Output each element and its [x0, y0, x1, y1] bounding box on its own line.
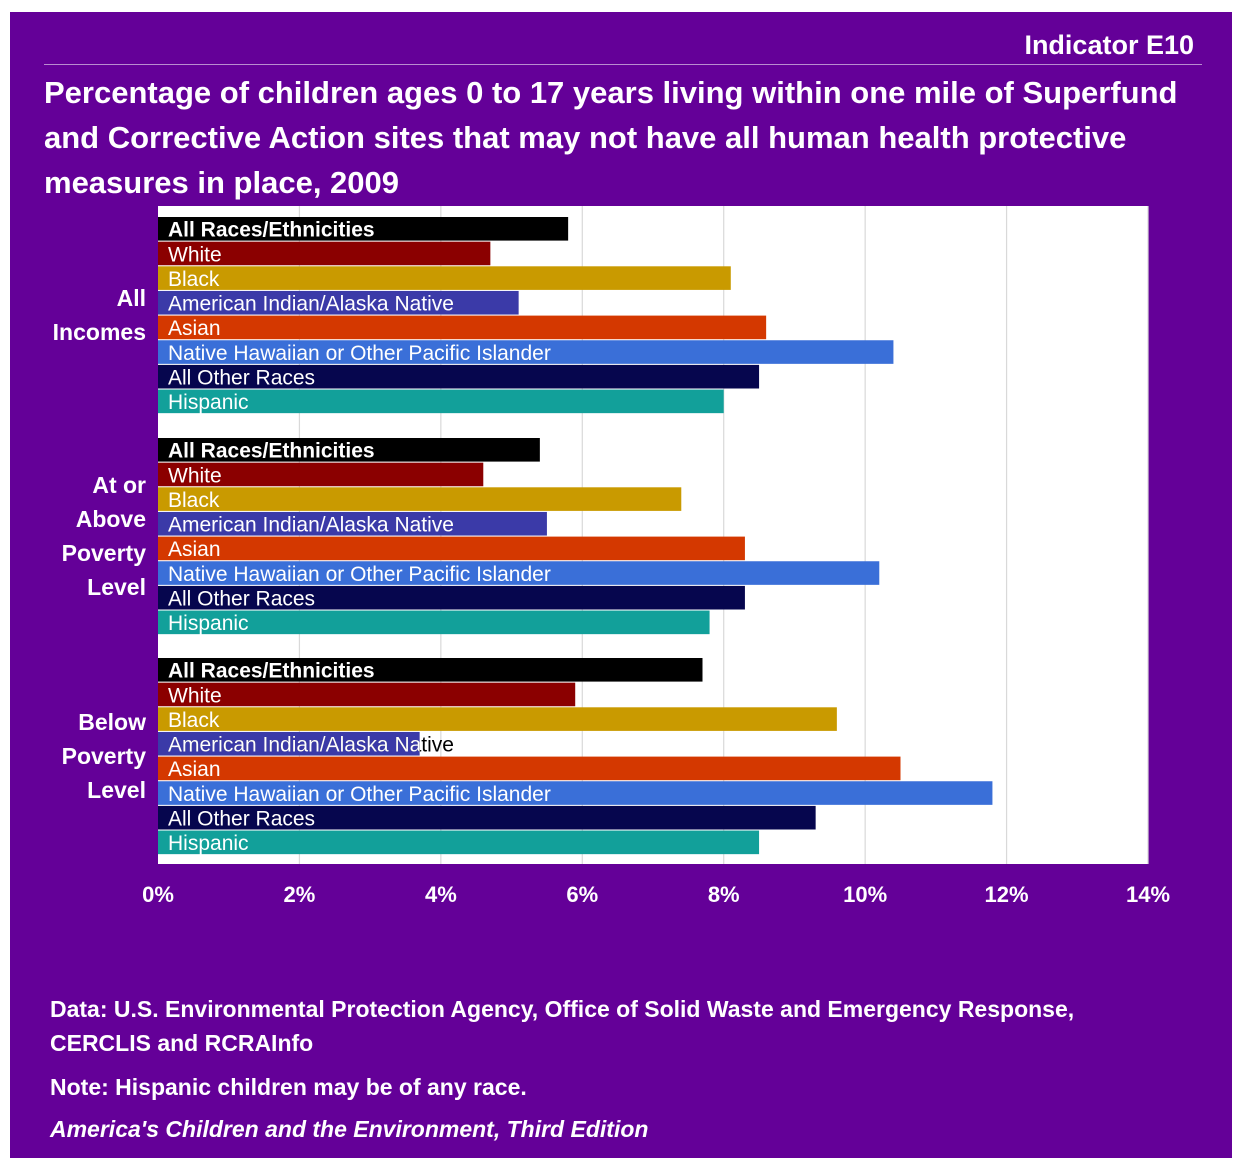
- bar-label: Hispanic: [168, 832, 249, 855]
- bar: [158, 290, 519, 315]
- bar: [158, 241, 491, 266]
- edition-credit: America's Children and the Environment, …: [50, 1116, 649, 1142]
- header-divider: [44, 64, 1202, 65]
- bar-label: All Races/Ethnicities: [168, 219, 375, 242]
- bar: [158, 610, 710, 635]
- bar: [158, 315, 767, 340]
- bar: [158, 340, 894, 364]
- x-tick-label: 0%: [142, 882, 174, 907]
- chart-title: Percentage of children ages 0 to 17 year…: [44, 75, 1178, 200]
- group-label: Poverty: [62, 743, 147, 769]
- group-label: All: [117, 285, 146, 311]
- bar: [158, 364, 760, 389]
- x-tick-label: 8%: [708, 882, 740, 907]
- bar-label: All Races/Ethnicities: [168, 660, 375, 683]
- data-source: Data: U.S. Environmental Protection Agen…: [50, 996, 1075, 1056]
- group-label: Poverty: [62, 540, 147, 566]
- bar-label: Asian: [168, 758, 221, 781]
- bar-label: Black: [168, 268, 220, 291]
- group-label: Incomes: [53, 319, 146, 345]
- bar-label: Native Hawaiian or Other Pacific Islande…: [168, 563, 551, 586]
- bar: [158, 756, 901, 781]
- bar: [158, 536, 745, 561]
- bar-label: American Indian/Alaska Native: [168, 734, 454, 757]
- x-tick-label: 10%: [843, 882, 887, 907]
- bar-label: All Races/Ethnicities: [168, 440, 375, 463]
- bar-label: White: [168, 243, 222, 266]
- bar: [158, 561, 880, 585]
- bar: [158, 682, 576, 707]
- group-label: Level: [87, 574, 146, 600]
- bar-label: White: [168, 464, 222, 487]
- bar: [158, 438, 540, 462]
- bar-label: American Indian/Alaska Native: [168, 293, 454, 316]
- x-tick-label: 4%: [425, 882, 457, 907]
- bar: [158, 462, 484, 487]
- bar: [158, 781, 993, 805]
- bar: [158, 731, 420, 756]
- bar: [158, 830, 760, 855]
- bar-label: Native Hawaiian or Other Pacific Islande…: [168, 342, 551, 365]
- bar: [158, 707, 837, 731]
- indicator-label: Indicator E10: [1024, 30, 1194, 60]
- bar: [158, 217, 569, 241]
- bar: [158, 585, 745, 610]
- bar: [158, 511, 547, 536]
- x-tick-label: 14%: [1126, 882, 1170, 907]
- x-tick-label: 12%: [985, 882, 1029, 907]
- group-label: Below: [78, 709, 146, 735]
- footnote: Note: Hispanic children may be of any ra…: [50, 1074, 527, 1100]
- bar-label: Black: [168, 709, 220, 732]
- bar-label: Black: [168, 489, 220, 512]
- bar-label: All Other Races: [168, 808, 315, 831]
- bar-label: All Other Races: [168, 367, 315, 390]
- bar-label: Hispanic: [168, 391, 249, 414]
- bar-label: Hispanic: [168, 612, 249, 635]
- bar-label: Native Hawaiian or Other Pacific Islande…: [168, 783, 551, 806]
- bar-label: Asian: [168, 538, 221, 561]
- bar-label: All Other Races: [168, 588, 315, 611]
- bar: [158, 658, 703, 682]
- x-tick-label: 6%: [566, 882, 598, 907]
- bar-label: Asian: [168, 317, 221, 340]
- bar-label: American Indian/Alaska Native: [168, 514, 454, 537]
- group-label: Above: [76, 506, 146, 532]
- group-label: At or: [92, 472, 146, 498]
- group-label: Level: [87, 777, 146, 803]
- bar: [158, 389, 724, 414]
- x-tick-label: 2%: [284, 882, 316, 907]
- bar: [158, 487, 682, 511]
- bar-label: White: [168, 684, 222, 707]
- bar-label: American Indian/Alaska Native: [168, 734, 454, 757]
- bar: [158, 266, 731, 290]
- bar: [158, 805, 816, 830]
